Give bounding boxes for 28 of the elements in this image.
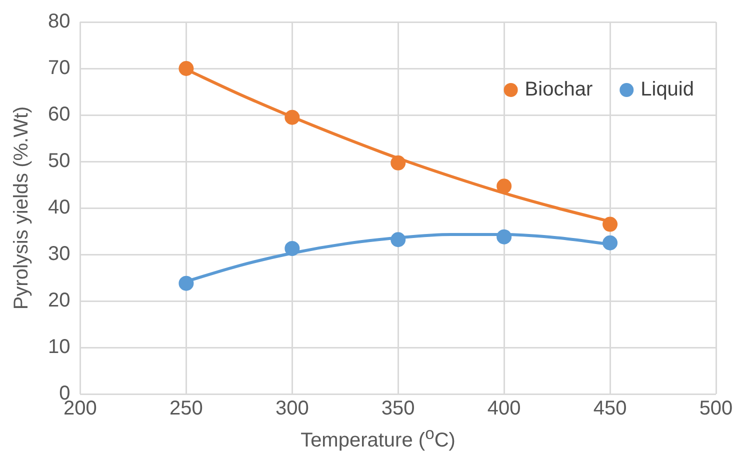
x-axis-title: Temperature ($^{o}$C)	[300, 424, 456, 453]
point	[284, 240, 300, 256]
y-tick-label: 60	[48, 104, 70, 126]
x-tick-label: 400	[487, 398, 521, 420]
point	[602, 235, 618, 250]
legend-label: Biochar	[524, 78, 593, 101]
x-tick-label: 250	[170, 398, 203, 420]
y-tick-label: 80	[48, 10, 70, 33]
y-tick-label: 40	[48, 196, 70, 219]
point	[602, 216, 618, 232]
legend-label: Liquid	[640, 78, 694, 101]
point	[496, 229, 512, 244]
y-tick-label: 70	[48, 57, 70, 80]
x-tick-label: 500	[699, 398, 733, 420]
point	[390, 232, 406, 248]
point	[284, 110, 300, 125]
point	[390, 155, 406, 170]
y-axis-title: Pyrolysis yields (%.Wt)	[10, 106, 33, 310]
x-tick-label: 450	[593, 398, 627, 420]
x-tick-label: 350	[381, 398, 415, 420]
point	[496, 178, 512, 194]
y-tick-label: 50	[48, 150, 70, 172]
point	[178, 61, 194, 76]
point	[178, 276, 194, 291]
x-tick-label: 300	[275, 398, 309, 420]
y-tick-label: 10	[48, 336, 70, 358]
y-tick-label: 30	[48, 243, 70, 266]
y-tick-label: 20	[48, 290, 70, 312]
